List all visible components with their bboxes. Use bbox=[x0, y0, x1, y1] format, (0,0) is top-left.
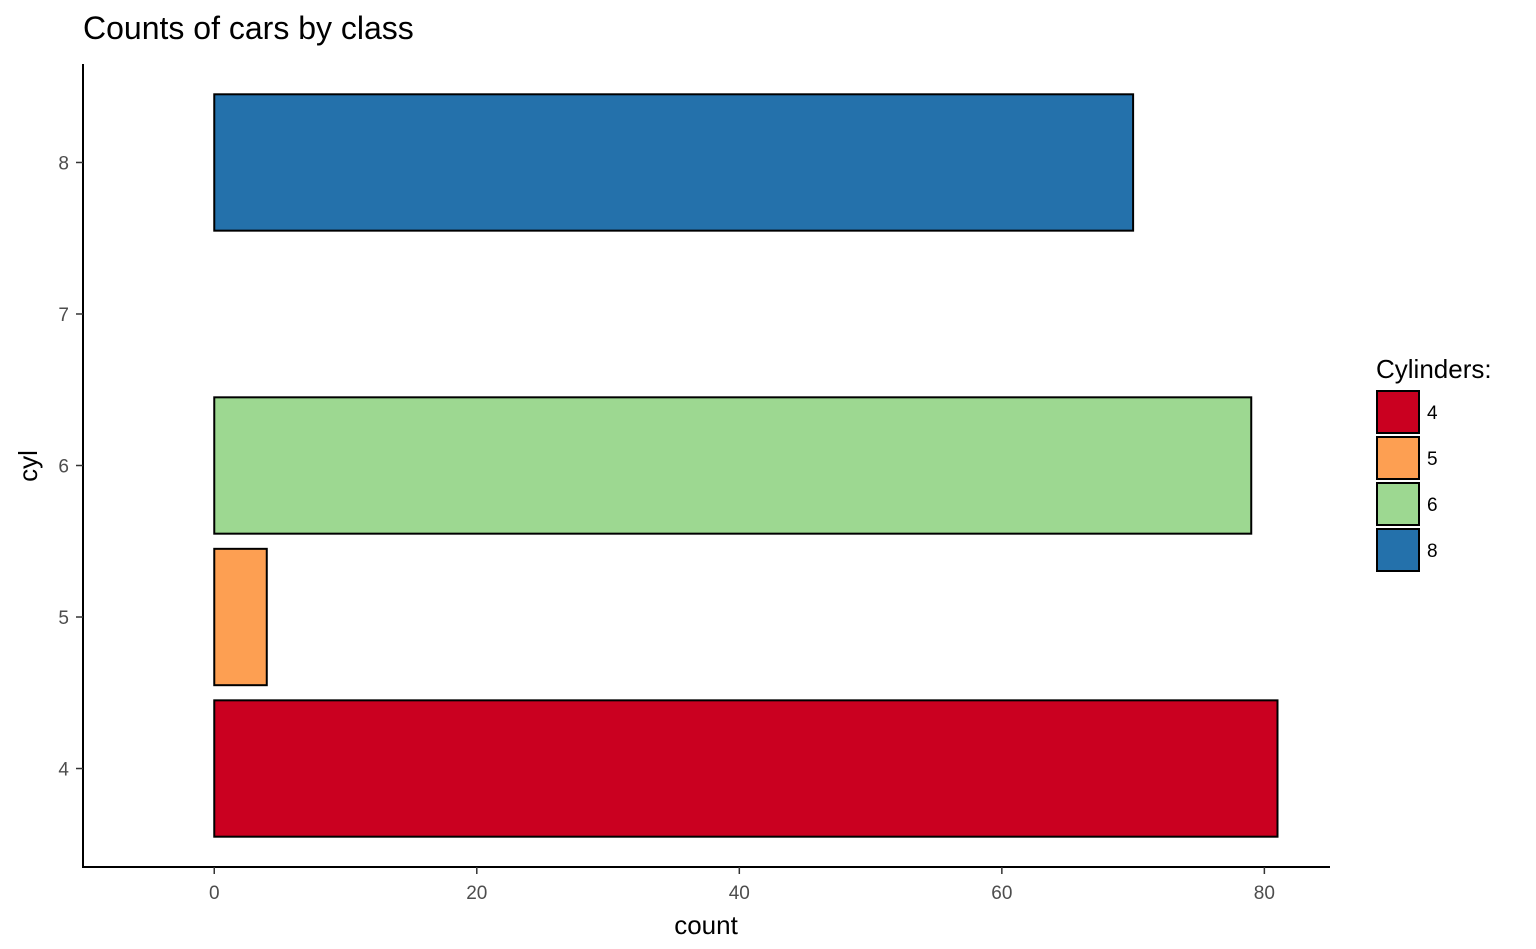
y-ticks-group: 4 5 6 7 8 bbox=[58, 153, 83, 781]
x-axis-title: count bbox=[674, 910, 738, 940]
x-tick-label: 0 bbox=[209, 883, 220, 904]
y-tick-label: 5 bbox=[58, 608, 69, 629]
x-tick-label: 60 bbox=[991, 883, 1012, 904]
y-tick-label: 4 bbox=[58, 760, 69, 781]
legend-key-4 bbox=[1376, 390, 1420, 434]
bar-cyl-4 bbox=[213, 699, 1279, 838]
x-tick-label: 20 bbox=[466, 883, 487, 904]
chart-title: Counts of cars by class bbox=[83, 10, 414, 46]
x-tick-label: 80 bbox=[1254, 883, 1275, 904]
legend-entries: 4 5 6 8 bbox=[1376, 390, 1438, 572]
y-axis-title: cyl bbox=[13, 450, 43, 482]
bar-cyl-5 bbox=[213, 547, 268, 687]
legend-label: 6 bbox=[1427, 495, 1438, 516]
legend-title: Cylinders: bbox=[1376, 354, 1492, 384]
legend-key-6 bbox=[1376, 482, 1420, 526]
legend-label: 4 bbox=[1427, 403, 1438, 424]
y-tick-label: 7 bbox=[58, 305, 69, 326]
x-ticks-group: 0 20 40 60 80 bbox=[209, 867, 1275, 904]
legend: Cylinders: 4 5 6 8 bbox=[1376, 354, 1492, 572]
legend-key-8 bbox=[1376, 528, 1420, 572]
y-tick-label: 6 bbox=[58, 457, 69, 478]
bar-cyl-6 bbox=[213, 396, 1253, 535]
x-tick-label: 40 bbox=[729, 883, 750, 904]
bars-group bbox=[213, 93, 1279, 838]
y-tick-label: 8 bbox=[58, 153, 69, 174]
legend-key-5 bbox=[1376, 436, 1420, 480]
bar-cyl-8 bbox=[213, 93, 1135, 232]
legend-label: 8 bbox=[1427, 541, 1438, 562]
legend-label: 5 bbox=[1427, 449, 1438, 470]
